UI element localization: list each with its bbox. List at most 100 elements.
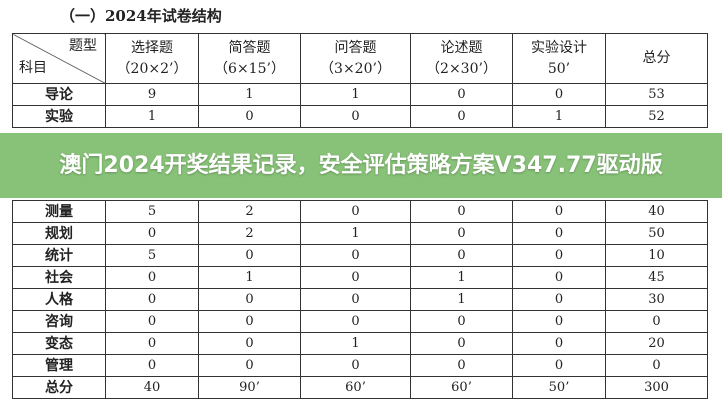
exam-structure-table-continued: 测量 5 2 0 0 0 40 规划 0 2 1 0 0 50 统计 5 0 0 0 0 10 社会 0 1 0 1 0 45 人格 0 0… [12,200,708,399]
header-row: 题型 科目 选择题 （20×2’） 简答题 （6×15’） 问答题 （3×20’） 论述题 （2×… [12,33,708,84]
table-cell: 0 [410,105,513,128]
table-cell: 1 [300,332,411,355]
table-cell: 0 [300,200,411,223]
table-cell: 60’ [410,376,513,399]
table-row: 管理 0 0 0 0 0 0 [12,354,708,377]
row-subject: 人格 [12,288,106,311]
column-header-name: 问答题 [334,39,377,56]
corner-header-cell: 题型科目 [12,33,106,84]
table-cell: 1 [300,83,411,106]
table-cell: 0 [300,288,411,311]
column-header-name: 总分 [642,50,671,66]
table-row: 导论 9 1 1 0 0 53 [12,83,708,106]
table-cell: 1 [512,105,606,128]
table-cell: 40 [605,200,708,223]
column-header-name: 选择题 [131,39,173,56]
table-cell: 10 [605,244,708,267]
table-cell: 1 [300,222,411,245]
corner-bottom-label: 科目 [19,60,47,76]
section-title: （一）2024年试卷结构 [60,7,222,25]
table-cell: 0 [300,354,411,377]
table-cell: 0 [410,310,513,333]
table-row: 规划 0 2 1 0 0 50 [12,222,708,245]
table-cell: 0 [512,354,606,377]
table-cell: 50 [605,222,708,245]
table-row: 咨询 0 0 0 0 0 0 [12,310,708,333]
row-subject: 规划 [12,222,106,245]
column-header-sub: 50’ [547,60,571,77]
column-header: 实验设计 50’ [512,33,606,84]
column-header-name: 简答题 [228,39,271,56]
table-cell: 0 [410,200,513,223]
table-cell: 1 [198,83,301,106]
table-cell: 9 [105,83,199,106]
table-cell: 0 [410,354,513,377]
table-cell: 0 [605,354,708,377]
column-header: 选择题 （20×2’） [105,33,199,84]
table-cell: 20 [605,332,708,355]
table-cell: 0 [198,244,301,267]
table-cell: 0 [512,288,606,311]
table-cell: 0 [410,83,513,106]
table-cell: 0 [512,310,606,333]
table-cell: 60’ [300,376,411,399]
row-subject: 统计 [12,244,106,267]
table-cell: 0 [198,288,301,311]
row-subject: 管理 [12,354,106,377]
table-cell: 0 [512,222,606,245]
table-cell: 0 [300,244,411,267]
table-cell: 0 [410,244,513,267]
table-row: 实验 1 0 0 0 1 52 [12,105,708,128]
table-cell: 40 [105,376,199,399]
table-cell: 0 [198,310,301,333]
table-cell: 0 [512,332,606,355]
row-subject: 咨询 [12,310,106,333]
row-subject: 变态 [12,332,106,355]
table-cell: 0 [410,222,513,245]
column-header: 论述题 （2×30’） [410,33,513,84]
table-cell: 45 [605,266,708,289]
table-cell: 1 [198,266,301,289]
table-cell: 2 [198,200,301,223]
table-cell: 0 [300,310,411,333]
row-subject: 实验 [12,105,106,128]
row-subject: 总分 [12,376,106,399]
table-row: 统计 5 0 0 0 0 10 [12,244,708,267]
table-cell: 1 [410,288,513,311]
column-header-sub: （3×20’） [320,60,391,77]
table-cell: 53 [605,83,708,106]
table-row: 社会 0 1 0 1 0 45 [12,266,708,289]
banner-text: 澳门2024开奖结果记录，安全评估策略方案V347.77驱动版 [59,153,663,178]
table-cell: 0 [105,310,199,333]
table-cell: 0 [512,200,606,223]
table-cell: 0 [605,310,708,333]
table-row: 总分 40 90’ 60’ 60’ 50’ 300 [12,376,708,399]
table-cell: 1 [105,105,199,128]
table-row: 变态 0 0 1 0 0 20 [12,332,708,355]
table-row: 人格 0 0 0 1 0 30 [12,288,708,311]
table-cell: 0 [198,332,301,355]
overlay-banner: 澳门2024开奖结果记录，安全评估策略方案V347.77驱动版 [0,133,722,198]
table-cell: 1 [410,266,513,289]
table-cell: 0 [105,332,199,355]
table-cell: 0 [512,83,606,106]
table-cell: 300 [605,376,708,399]
table-cell: 2 [198,222,301,245]
table-cell: 0 [300,266,411,289]
column-header: 总分 [605,33,708,84]
table-cell: 5 [105,200,199,223]
row-subject: 测量 [12,200,106,223]
column-header: 简答题 （6×15’） [198,33,301,84]
table-cell: 0 [300,105,411,128]
table-cell: 0 [105,354,199,377]
row-subject: 导论 [12,83,106,106]
column-header-name: 论述题 [440,39,483,56]
table-cell: 0 [198,105,301,128]
corner-top-label: 题型 [69,38,97,54]
column-header-sub: （6×15’） [214,60,285,77]
table-cell: 0 [105,288,199,311]
table-row: 测量 5 2 0 0 0 40 [12,200,708,223]
table-cell: 90’ [198,376,301,399]
row-subject: 社会 [12,266,106,289]
table-cell: 5 [105,244,199,267]
